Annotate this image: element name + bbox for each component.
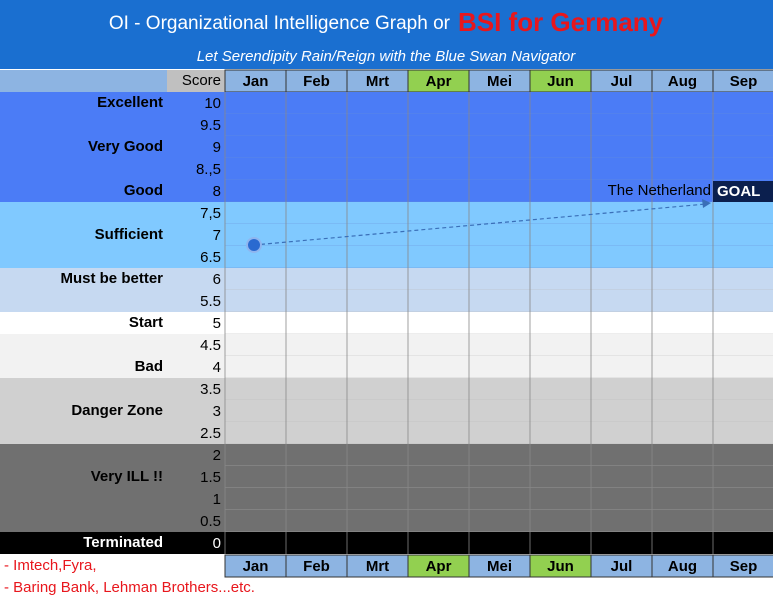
zone-row <box>0 532 773 554</box>
score-label: 0 <box>213 535 221 552</box>
month-label: Feb <box>303 558 330 575</box>
score-label: 4.5 <box>200 337 221 354</box>
month-label: Jul <box>611 558 633 575</box>
score-label: 5.5 <box>200 293 221 310</box>
score-label: 8 <box>213 183 221 200</box>
note: - Baring Bank, Lehman Brothers...etc. <box>4 579 255 596</box>
zone-label: Excellent <box>97 94 163 111</box>
zone-label: Start <box>129 314 163 331</box>
zone-label: Sufficient <box>95 226 163 243</box>
score-label: 9.5 <box>200 117 221 134</box>
zone-row <box>0 246 773 268</box>
zone-row <box>0 224 773 246</box>
zone-label: Very ILL !! <box>91 468 163 485</box>
title-highlight: BSI for Germany <box>458 7 664 37</box>
zone-row <box>0 510 773 532</box>
month-label: Aug <box>668 558 697 575</box>
title-band <box>0 0 773 69</box>
month-label: Mei <box>487 558 512 575</box>
arrow-head <box>702 199 711 208</box>
zone-row <box>0 422 773 444</box>
zone-label: Bad <box>135 358 163 375</box>
month-label: Sep <box>730 558 758 575</box>
month-cell <box>408 555 469 577</box>
zone-row <box>0 92 773 114</box>
score-label: 0.5 <box>200 513 221 530</box>
zone-label: Must be better <box>60 270 163 287</box>
score-label: 6 <box>213 271 221 288</box>
blank-cell <box>0 555 225 577</box>
score-label: 3 <box>213 403 221 420</box>
score-label: 6.5 <box>200 249 221 266</box>
zone-row <box>0 180 773 202</box>
score-label: 7,5 <box>200 205 221 222</box>
month-label: Apr <box>426 73 452 90</box>
zone-row <box>0 268 773 290</box>
score-label: 3.5 <box>200 381 221 398</box>
month-label: Jun <box>547 73 574 90</box>
zone-row <box>0 444 773 466</box>
zone-row <box>0 312 773 334</box>
month-label: Aug <box>668 73 697 90</box>
month-label: Jun <box>547 558 574 575</box>
score-label: 2 <box>213 447 221 464</box>
zone-row <box>0 202 773 224</box>
score-label: 5 <box>213 315 221 332</box>
goal-label: GOAL <box>717 183 760 200</box>
zone-label: Danger Zone <box>71 402 163 419</box>
trend-arrow <box>253 203 707 246</box>
country-label: The Netherland <box>608 182 711 199</box>
score-label: 2.5 <box>200 425 221 442</box>
goal-box <box>713 181 773 202</box>
title-main: OI - Organizational Intelligence Graph o… <box>109 13 451 34</box>
zone-row <box>0 290 773 312</box>
title: OI - Organizational Intelligence Graph o… <box>109 7 664 37</box>
zone-row <box>0 466 773 488</box>
month-label: Feb <box>303 73 330 90</box>
zone-row <box>0 488 773 510</box>
zone-row <box>0 400 773 422</box>
score-label: 1 <box>213 491 221 508</box>
zone-row <box>0 378 773 400</box>
score-label: 4 <box>213 359 221 376</box>
zone-row <box>0 356 773 378</box>
month-cell <box>408 70 469 92</box>
score-label: 8.,5 <box>196 161 221 178</box>
note: - Imtech,Fyra, <box>4 557 97 574</box>
score-label: 10 <box>204 95 221 112</box>
month-label: Mrt <box>366 558 389 575</box>
score-header: Score <box>182 72 221 89</box>
month-label: Jan <box>243 558 269 575</box>
month-label: Apr <box>426 558 452 575</box>
zone-label: Good <box>124 182 163 199</box>
score-header-cell <box>167 70 225 92</box>
month-cell <box>530 70 591 92</box>
zone-label: Terminated <box>83 534 163 551</box>
zone-row <box>0 114 773 136</box>
score-label: 9 <box>213 139 221 156</box>
month-label: Sep <box>730 73 758 90</box>
zone-row <box>0 158 773 180</box>
month-label: Jul <box>611 73 633 90</box>
month-label: Jan <box>243 73 269 90</box>
position-dot <box>246 237 262 253</box>
zone-row <box>0 136 773 158</box>
score-label: 7 <box>213 227 221 244</box>
month-border <box>712 554 773 578</box>
zone-row <box>0 334 773 356</box>
zone-label: Very Good <box>88 138 163 155</box>
score-label: 1.5 <box>200 469 221 486</box>
subtitle: Let Serendipity Rain/Reign with the Blue… <box>197 48 577 65</box>
month-cell <box>530 555 591 577</box>
month-label: Mei <box>487 73 512 90</box>
month-label: Mrt <box>366 73 389 90</box>
